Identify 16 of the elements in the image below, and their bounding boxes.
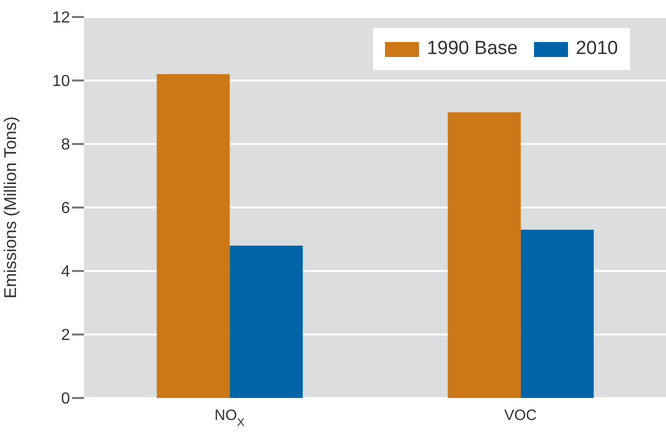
x-tick-label: VOC bbox=[504, 407, 537, 424]
bar bbox=[520, 230, 594, 398]
y-tick-label: 0 bbox=[61, 390, 70, 408]
y-tick-label: 2 bbox=[61, 327, 70, 344]
bar bbox=[230, 246, 303, 398]
y-tick-label: 6 bbox=[61, 200, 70, 218]
bar bbox=[448, 112, 521, 398]
y-tick-label: 12 bbox=[52, 10, 70, 27]
bar bbox=[156, 74, 230, 398]
y-axis-title: Emissions (Million Tons) bbox=[1, 116, 20, 299]
y-tick-label: 10 bbox=[52, 73, 70, 90]
legend-label: 2010 bbox=[574, 38, 618, 60]
legend-label: 1990 Base bbox=[426, 38, 518, 60]
x-tick-label: NO$_{X}$ bbox=[214, 407, 245, 429]
y-tick-label: 4 bbox=[61, 264, 70, 281]
y-tick-label: 8 bbox=[61, 136, 70, 154]
